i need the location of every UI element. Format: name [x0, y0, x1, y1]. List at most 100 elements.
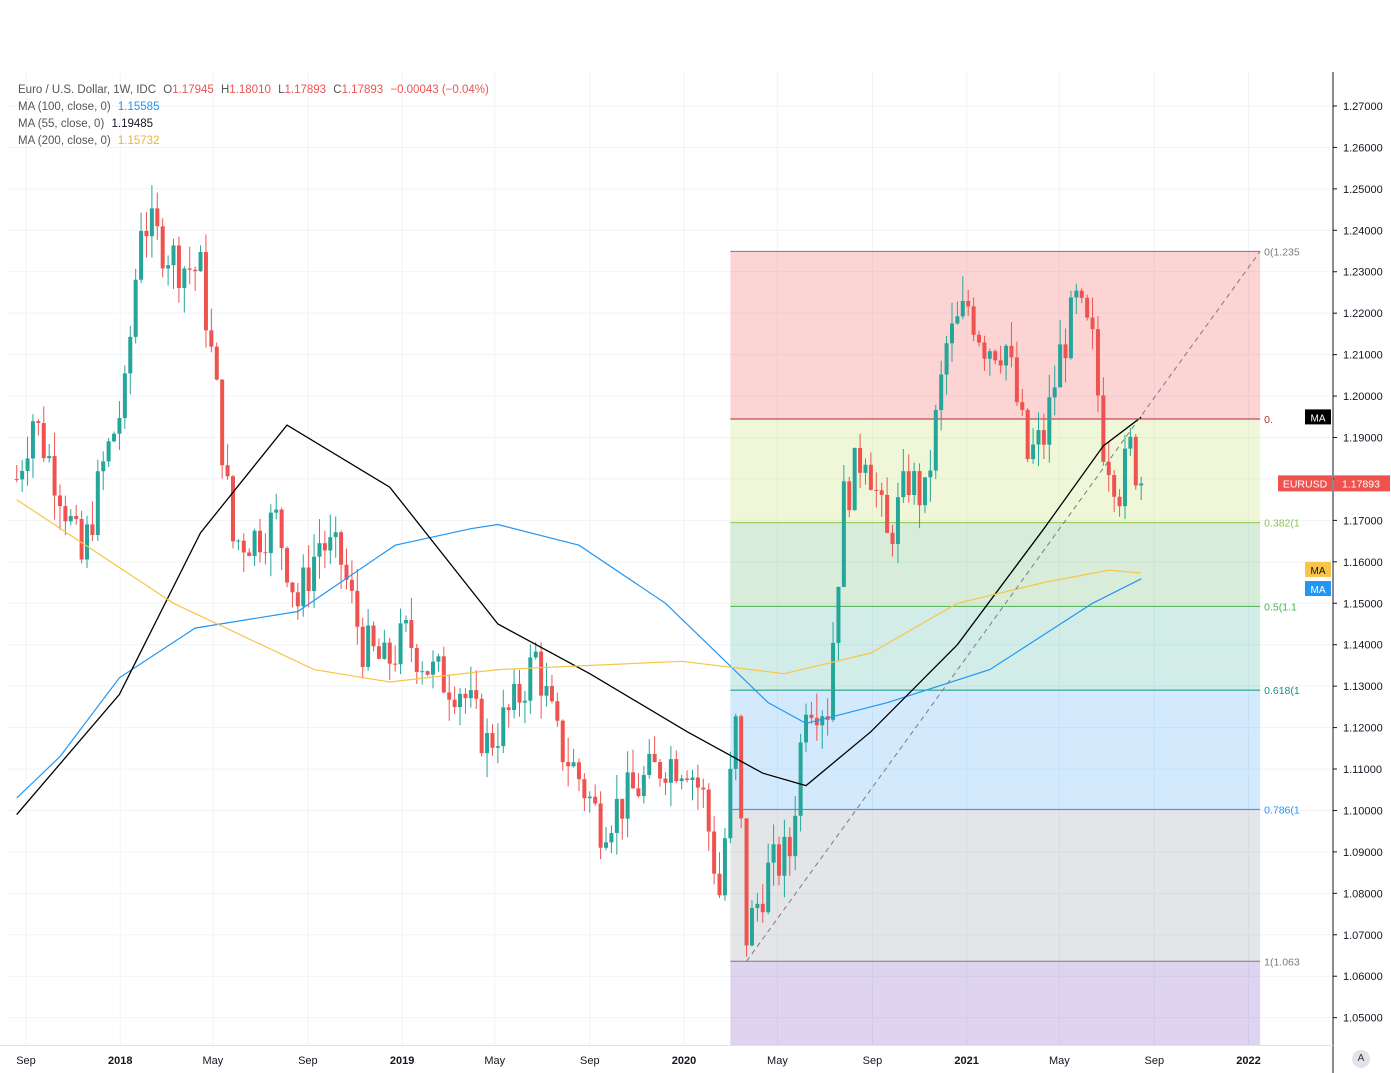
y-tick-label: 1.09000	[1343, 847, 1383, 859]
candle-body	[447, 692, 452, 700]
symbol-title[interactable]: Euro / U.S. Dollar, 1W, IDC	[18, 84, 157, 96]
candle-body	[755, 903, 760, 909]
candle-body	[247, 552, 252, 557]
low-value: 1.17893	[284, 84, 327, 96]
candle-body	[30, 421, 35, 459]
fib-level-label: 0.382(1	[1264, 518, 1300, 530]
candle-body	[863, 464, 868, 473]
y-tick-label: 1.25000	[1343, 184, 1383, 196]
candle-body	[933, 410, 938, 471]
candle-body	[63, 506, 68, 522]
candle-body	[258, 530, 263, 553]
candle-body	[301, 567, 306, 607]
close-value: 1.17893	[341, 84, 384, 96]
candle-body	[452, 699, 457, 708]
fib-zone	[730, 606, 1261, 691]
fib-retracement[interactable]	[730, 250, 1261, 1045]
candle-body	[1112, 475, 1117, 497]
y-tick-label: 1.19000	[1343, 432, 1383, 444]
candle-body	[328, 537, 333, 551]
candle-body	[1085, 297, 1090, 318]
open-label: O	[163, 84, 173, 96]
ma55-value: 1.19485	[111, 118, 154, 130]
ma-tag	[1305, 561, 1331, 577]
candle-body	[1139, 483, 1144, 486]
candle-body	[1101, 395, 1106, 462]
y-tick-label: 1.16000	[1343, 557, 1383, 569]
ma200-legend-row[interactable]: MA (200, close, 0) 1.15732	[18, 133, 489, 150]
candle-body	[171, 245, 176, 266]
candle-body	[571, 762, 576, 767]
candle-body	[398, 623, 403, 665]
candle-body	[917, 471, 922, 506]
x-tick-label: 2020	[672, 1055, 696, 1067]
fib-level-label: 1(1.063	[1264, 956, 1300, 968]
candle-body	[728, 768, 733, 839]
time-axis[interactable]: Sep 2018 May Sep 2019 May Sep 2020 May Sep 2021 May…	[16, 1055, 1261, 1067]
candle-body	[312, 556, 317, 592]
candle-body	[198, 252, 203, 272]
candle-body	[85, 524, 90, 560]
candle-body	[144, 230, 149, 237]
candle-body	[749, 908, 754, 946]
candle-body	[733, 716, 738, 769]
candle-body	[214, 346, 219, 380]
fib-zone	[730, 690, 1261, 810]
fib-level-label: 0.5(1.1	[1264, 601, 1297, 613]
candle-body	[274, 509, 279, 513]
candle-body	[949, 323, 954, 344]
candle-body	[879, 490, 884, 495]
candle-body	[522, 700, 527, 703]
y-tick-label: 1.23000	[1343, 267, 1383, 279]
moving-averages	[16, 416, 1142, 816]
ma-tag	[1305, 409, 1331, 425]
candle-body	[874, 489, 879, 491]
candle-body	[263, 552, 268, 554]
candle-body	[117, 418, 122, 434]
candle-body	[79, 519, 84, 560]
auto-scale-button[interactable]: A	[1352, 1050, 1370, 1068]
ma100-label: MA (100, close, 0)	[18, 101, 111, 113]
symbol-legend-row: Euro / U.S. Dollar, 1W, IDC O1.17945 H1.…	[18, 82, 489, 99]
fib-zone	[730, 809, 1261, 962]
x-tick-label: 2021	[954, 1055, 978, 1067]
y-tick-label: 1.21000	[1343, 350, 1383, 362]
candle-body	[663, 778, 668, 783]
candle-body	[355, 590, 360, 627]
open-value: 1.17945	[172, 84, 214, 96]
candle-body	[776, 844, 781, 876]
x-tick-label: 2018	[108, 1055, 132, 1067]
candle-body	[317, 543, 322, 557]
y-tick-label: 1.14000	[1343, 640, 1383, 652]
y-tick-label: 1.13000	[1343, 681, 1383, 693]
candle-body	[820, 716, 825, 726]
candle-body	[717, 873, 722, 896]
candle-body	[1122, 448, 1127, 507]
candle-body	[382, 642, 387, 659]
ma-tag-label: MA	[1311, 413, 1326, 424]
candle-body	[106, 441, 111, 462]
candle-body	[52, 456, 57, 496]
candle-body	[658, 762, 663, 779]
candle-body	[998, 360, 1003, 366]
candle-body	[512, 683, 517, 711]
x-tick-label: May	[767, 1055, 788, 1067]
candle-body	[793, 815, 798, 857]
candle-body	[549, 685, 554, 702]
x-tick-label: Sep	[1145, 1055, 1165, 1067]
ma100-legend-row[interactable]: MA (100, close, 0) 1.15585	[18, 99, 489, 116]
candle-body	[906, 471, 911, 496]
y-tick-label: 1.20000	[1343, 391, 1383, 403]
candle-body	[614, 798, 619, 833]
ma55-legend-row[interactable]: MA (55, close, 0) 1.19485	[18, 116, 489, 133]
y-tick-label: 1.07000	[1343, 930, 1383, 942]
candle-body	[1052, 387, 1057, 398]
candle-body	[458, 693, 463, 708]
candle-body	[495, 746, 500, 748]
candle-body	[566, 762, 571, 767]
price-axis[interactable]: 1.05000 1.06000 1.07000 1.08000 1.09000 1.100…	[1332, 72, 1383, 1073]
symbol-name-tag	[1278, 475, 1332, 492]
fib-zone	[730, 418, 1261, 523]
candle-body	[425, 671, 430, 675]
